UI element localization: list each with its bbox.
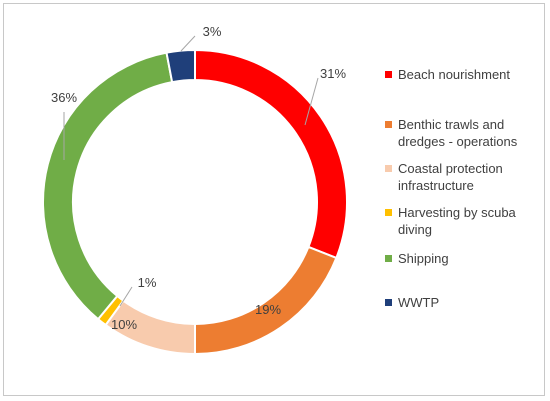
legend-label: Shipping bbox=[398, 251, 449, 266]
data-label: 36% bbox=[51, 90, 77, 105]
label-leader-line bbox=[180, 35, 196, 52]
legend-swatch bbox=[385, 165, 392, 172]
legend-swatch bbox=[385, 255, 392, 262]
label-leader-line bbox=[304, 77, 319, 126]
legend-swatch bbox=[385, 209, 392, 216]
legend-item-beach-nourishment: Beach nourishment bbox=[385, 66, 548, 83]
label-leader-line bbox=[119, 286, 133, 307]
legend-label: Harvesting by scuba diving bbox=[398, 205, 516, 237]
data-label: 19% bbox=[255, 302, 281, 317]
legend-label: WWTP bbox=[398, 295, 440, 310]
legend-item-harvesting-scuba: Harvesting by scuba diving bbox=[385, 204, 548, 238]
doughnut-slice-benthic-trawls-and-dredges-operations bbox=[194, 245, 338, 356]
data-label: 31% bbox=[320, 66, 346, 81]
legend-label: Benthic trawls and dredges - operations bbox=[398, 117, 518, 149]
data-label: 1% bbox=[138, 275, 157, 290]
legend-item-coastal-protection: Coastal protection infrastructure bbox=[385, 160, 548, 194]
legend-swatch bbox=[385, 71, 392, 78]
doughnut-slice-beach-nourishment bbox=[194, 48, 348, 260]
legend-swatch bbox=[385, 121, 392, 128]
legend-swatch bbox=[385, 299, 392, 306]
legend-item-shipping: Shipping bbox=[385, 250, 548, 267]
legend-label: Beach nourishment bbox=[398, 67, 511, 82]
legend-label: Coastal protection infrastructure bbox=[398, 161, 503, 193]
legend-item-benthic-trawls: Benthic trawls and dredges - operations bbox=[385, 116, 548, 150]
data-label: 10% bbox=[111, 317, 137, 332]
legend-item-wwtp: WWTP bbox=[385, 294, 548, 311]
doughnut-slice-wwtp bbox=[165, 48, 196, 84]
data-label: 3% bbox=[203, 24, 222, 39]
